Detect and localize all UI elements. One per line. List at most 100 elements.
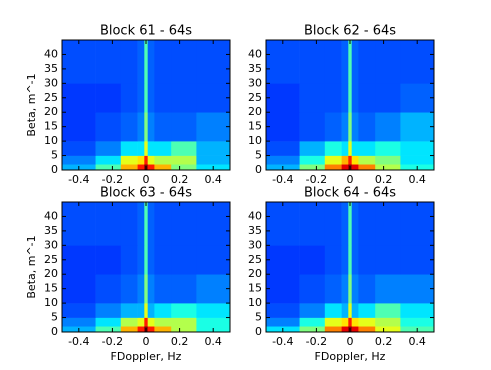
heatmap-cell xyxy=(341,164,349,171)
heatmap-cell xyxy=(341,112,349,142)
x-tick-label: -0.4 xyxy=(272,173,293,186)
heatmap-cell xyxy=(358,40,376,84)
heatmap-cell xyxy=(144,202,148,246)
heatmap-cell xyxy=(375,274,401,304)
heatmap-cell xyxy=(95,245,122,275)
heatmap-cell xyxy=(95,40,122,84)
heatmap-cell xyxy=(341,274,349,304)
heatmap-cell xyxy=(137,141,145,156)
heatmap-cell xyxy=(171,202,197,246)
x-axis-label: FDoppler, Hz xyxy=(111,350,182,363)
y-tick-label: 0 xyxy=(51,163,58,176)
heatmap-cell xyxy=(375,164,401,171)
y-tick-label: 20 xyxy=(248,267,262,280)
heatmap-cell xyxy=(147,317,155,327)
heatmap-cell xyxy=(324,245,342,275)
heatmap-cell xyxy=(324,141,342,156)
heatmap-cell xyxy=(62,317,96,327)
heatmap-cell xyxy=(196,202,231,246)
heatmap-cell xyxy=(351,164,359,171)
heatmap-cell xyxy=(324,112,342,142)
heatmap-cell xyxy=(299,274,326,304)
x-tick-label: -0.4 xyxy=(272,335,293,348)
heatmap-cell xyxy=(171,141,197,156)
heatmap-cell xyxy=(351,155,359,165)
heatmap-cell xyxy=(348,317,352,327)
heatmap-cell xyxy=(266,141,300,156)
y-tick-label: 20 xyxy=(44,105,58,118)
x-tick-label: 0.4 xyxy=(204,335,222,348)
y-tick-label: 5 xyxy=(255,311,262,324)
heatmap-cell xyxy=(351,245,359,275)
x-tick-label: 0.4 xyxy=(408,335,426,348)
y-tick-label: 5 xyxy=(51,311,58,324)
heatmap-cell xyxy=(266,317,300,327)
heatmap-cell xyxy=(62,40,96,84)
heatmap-cell xyxy=(62,303,96,318)
y-tick-label: 40 xyxy=(44,47,58,60)
y-tick-label: 40 xyxy=(44,209,58,222)
x-tick-label: 0.2 xyxy=(375,335,393,348)
heatmap-cell xyxy=(144,141,148,156)
heatmap-cell xyxy=(120,83,138,113)
heatmap-cell xyxy=(324,155,342,165)
heatmap-cell xyxy=(266,155,300,165)
x-tick-label: 0.4 xyxy=(408,173,426,186)
heatmap-cell xyxy=(324,303,342,318)
heatmap-cell xyxy=(95,164,122,171)
heatmap-cell xyxy=(154,245,172,275)
heatmap-cell xyxy=(348,112,352,142)
y-tick-label: 30 xyxy=(44,76,58,89)
x-tick-label: -0.2 xyxy=(306,173,327,186)
x-axis-label: FDoppler, Hz xyxy=(315,350,386,363)
heatmap-cell xyxy=(147,112,155,142)
heatmap-cell xyxy=(341,202,349,246)
heatmap-cell xyxy=(171,274,197,304)
heatmap-cell xyxy=(144,245,148,275)
heatmap-cell xyxy=(358,83,376,113)
heatmap-cell xyxy=(62,274,96,304)
heatmap-cell xyxy=(120,202,138,246)
heatmap-cell xyxy=(120,303,138,318)
y-tick-label: 10 xyxy=(44,296,58,309)
axes-title: Block 62 - 64s xyxy=(304,24,396,39)
y-tick-label: 25 xyxy=(248,91,262,104)
heatmap-cell xyxy=(137,326,145,333)
heatmap-cell xyxy=(62,112,96,142)
y-tick-label: 0 xyxy=(51,325,58,338)
heatmap-cell xyxy=(144,155,148,165)
heatmap-cell xyxy=(400,202,435,246)
heatmap-cell xyxy=(154,274,172,304)
y-tick-label: 15 xyxy=(44,282,58,295)
heatmap-cell xyxy=(62,83,96,113)
heatmap-cell xyxy=(266,40,300,84)
heatmap-cell xyxy=(120,274,138,304)
y-tick-label: 30 xyxy=(248,238,262,251)
heatmap-cell xyxy=(341,303,349,318)
heatmap-cell xyxy=(375,202,401,246)
heatmap-cell xyxy=(266,245,300,275)
y-tick-label: 25 xyxy=(248,253,262,266)
heatmap-cell xyxy=(154,202,172,246)
heatmap-cell xyxy=(299,303,326,318)
heatmap-cell xyxy=(171,326,197,333)
heatmap-cell xyxy=(137,303,145,318)
y-tick-label: 20 xyxy=(248,105,262,118)
y-tick-label: 20 xyxy=(44,267,58,280)
x-tick-label: 0 xyxy=(347,173,354,186)
heatmap-cell xyxy=(341,141,349,156)
heatmap-cell xyxy=(358,274,376,304)
heatmap-cell xyxy=(137,155,145,165)
heatmap-cell xyxy=(351,83,359,113)
heatmap-cell xyxy=(147,202,155,246)
heatmap-cell xyxy=(147,155,155,165)
heatmap-cell xyxy=(137,274,145,304)
y-tick-label: 40 xyxy=(248,209,262,222)
heatmap-cell xyxy=(196,274,231,304)
heatmap-cell xyxy=(324,326,342,333)
heatmap-cell xyxy=(154,40,172,84)
heatmap-cell xyxy=(154,164,172,171)
x-tick-label: 0.2 xyxy=(171,335,189,348)
heatmap-cell xyxy=(62,155,96,165)
